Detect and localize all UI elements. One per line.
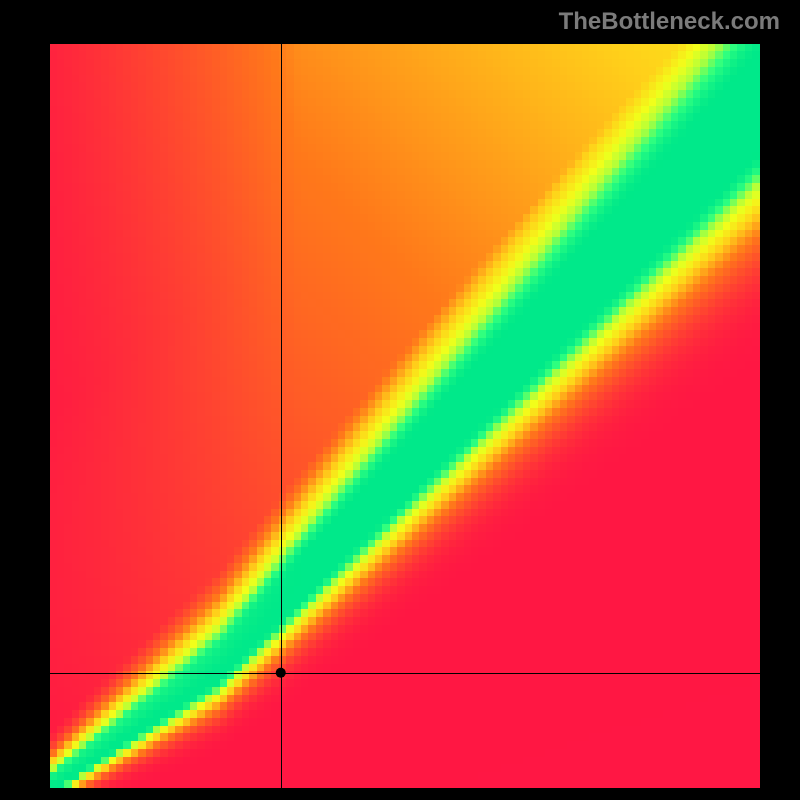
chart-container: TheBottleneck.com — [0, 0, 800, 800]
bottleneck-heatmap — [50, 44, 760, 788]
attribution-text: TheBottleneck.com — [559, 8, 780, 36]
